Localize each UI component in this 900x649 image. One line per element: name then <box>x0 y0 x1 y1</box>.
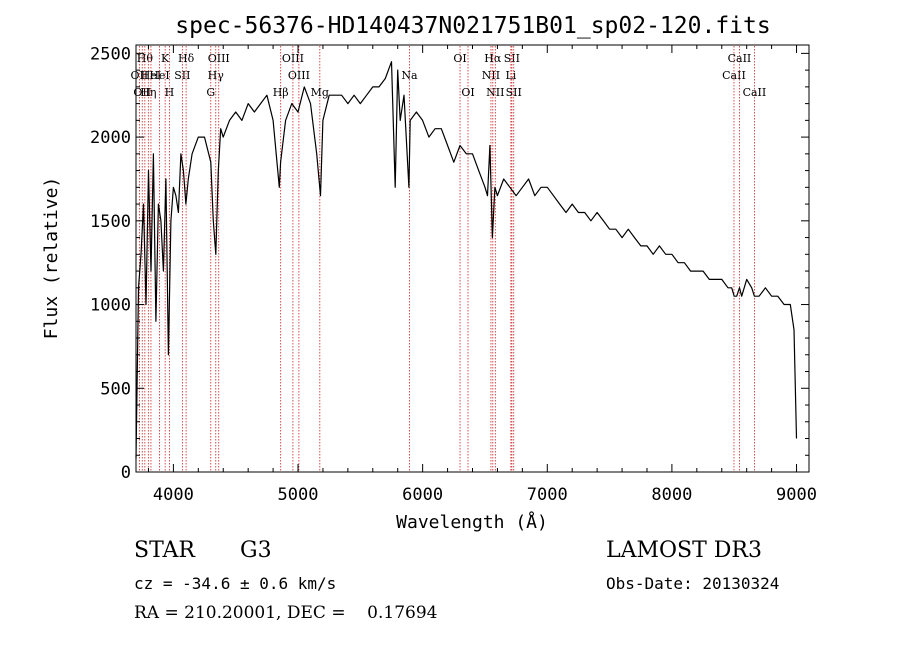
x-axis-ticks: 4000 5000 6000 7000 8000 9000 <box>147 45 817 505</box>
sky-coordinates: RA = 210.20001, DEC = 0.17694 <box>134 603 438 623</box>
y-tick-label: 1500 <box>90 212 131 232</box>
line-id-label: HeI <box>149 69 169 82</box>
line-id-label: Hγ <box>208 69 225 82</box>
line-id-label: Hβ <box>273 86 289 99</box>
object-subclass: G3 <box>240 538 272 563</box>
x-tick-label: 5000 <box>278 485 319 505</box>
line-id-label: Na <box>401 69 418 82</box>
line-id-label: Hη <box>140 86 156 99</box>
y-tick-label: 2500 <box>90 44 131 64</box>
y-axis-ticks: 0 500 1000 1500 2000 2500 <box>90 44 809 483</box>
y-tick-label: 0 <box>121 463 131 483</box>
line-id-label: G <box>206 86 215 99</box>
line-id-label: Hθ <box>137 52 154 65</box>
y-tick-label: 1000 <box>90 296 131 316</box>
y-axis-label: Flux (relative) <box>41 177 62 340</box>
line-id-label: OIII <box>282 52 304 65</box>
x-tick-label: 7000 <box>527 485 568 505</box>
line-id-label: Hδ <box>178 52 195 65</box>
line-id-label: OIII <box>208 52 230 65</box>
line-id-label: CaII <box>743 86 767 99</box>
line-id-label: SII <box>506 86 522 99</box>
x-tick-label: 4000 <box>153 485 194 505</box>
y-tick-label: 500 <box>100 379 131 399</box>
line-id-label: CaII <box>722 69 746 82</box>
line-id-label: OI <box>453 52 466 65</box>
x-tick-label: 8000 <box>651 485 692 505</box>
redshift-velocity: cz = -34.6 ± 0.6 km/s <box>134 574 337 593</box>
object-class: STAR <box>134 538 195 563</box>
line-id-label: CaII <box>728 52 752 65</box>
line-id-label: OII <box>133 86 151 99</box>
chart-title: spec-56376-HD140437N021751B01_sp02-120.f… <box>175 13 770 39</box>
line-id-markers: OIIOIIHθHηHeIHeIKHSIIHδGHγOIIIHβOIIIOIII… <box>131 46 767 472</box>
line-id-label: OI <box>461 86 474 99</box>
survey-name: LAMOST DR3 <box>606 538 762 563</box>
line-id-label: NII <box>482 69 500 82</box>
x-tick-label: 6000 <box>402 485 443 505</box>
line-id-label: K <box>161 52 170 65</box>
line-id-label: NII <box>486 86 504 99</box>
plot-frame <box>135 44 810 473</box>
spectrum-line <box>135 61 798 459</box>
x-axis-label: Wavelength (Å) <box>396 511 548 533</box>
line-id-label: Hα <box>484 52 502 65</box>
line-id-label: SII <box>174 69 190 82</box>
line-id-label: Li <box>505 69 516 82</box>
x-tick-label: 9000 <box>776 485 817 505</box>
line-id-label: HeI <box>141 69 161 82</box>
y-tick-label: 2000 <box>90 128 131 148</box>
line-id-label: OII <box>131 69 149 82</box>
line-id-label: OIII <box>288 69 310 82</box>
line-id-label: Mg <box>311 86 329 99</box>
observation-date: Obs-Date: 20130324 <box>606 574 780 593</box>
line-id-label: SII <box>504 52 520 65</box>
line-id-label: H <box>165 86 175 99</box>
